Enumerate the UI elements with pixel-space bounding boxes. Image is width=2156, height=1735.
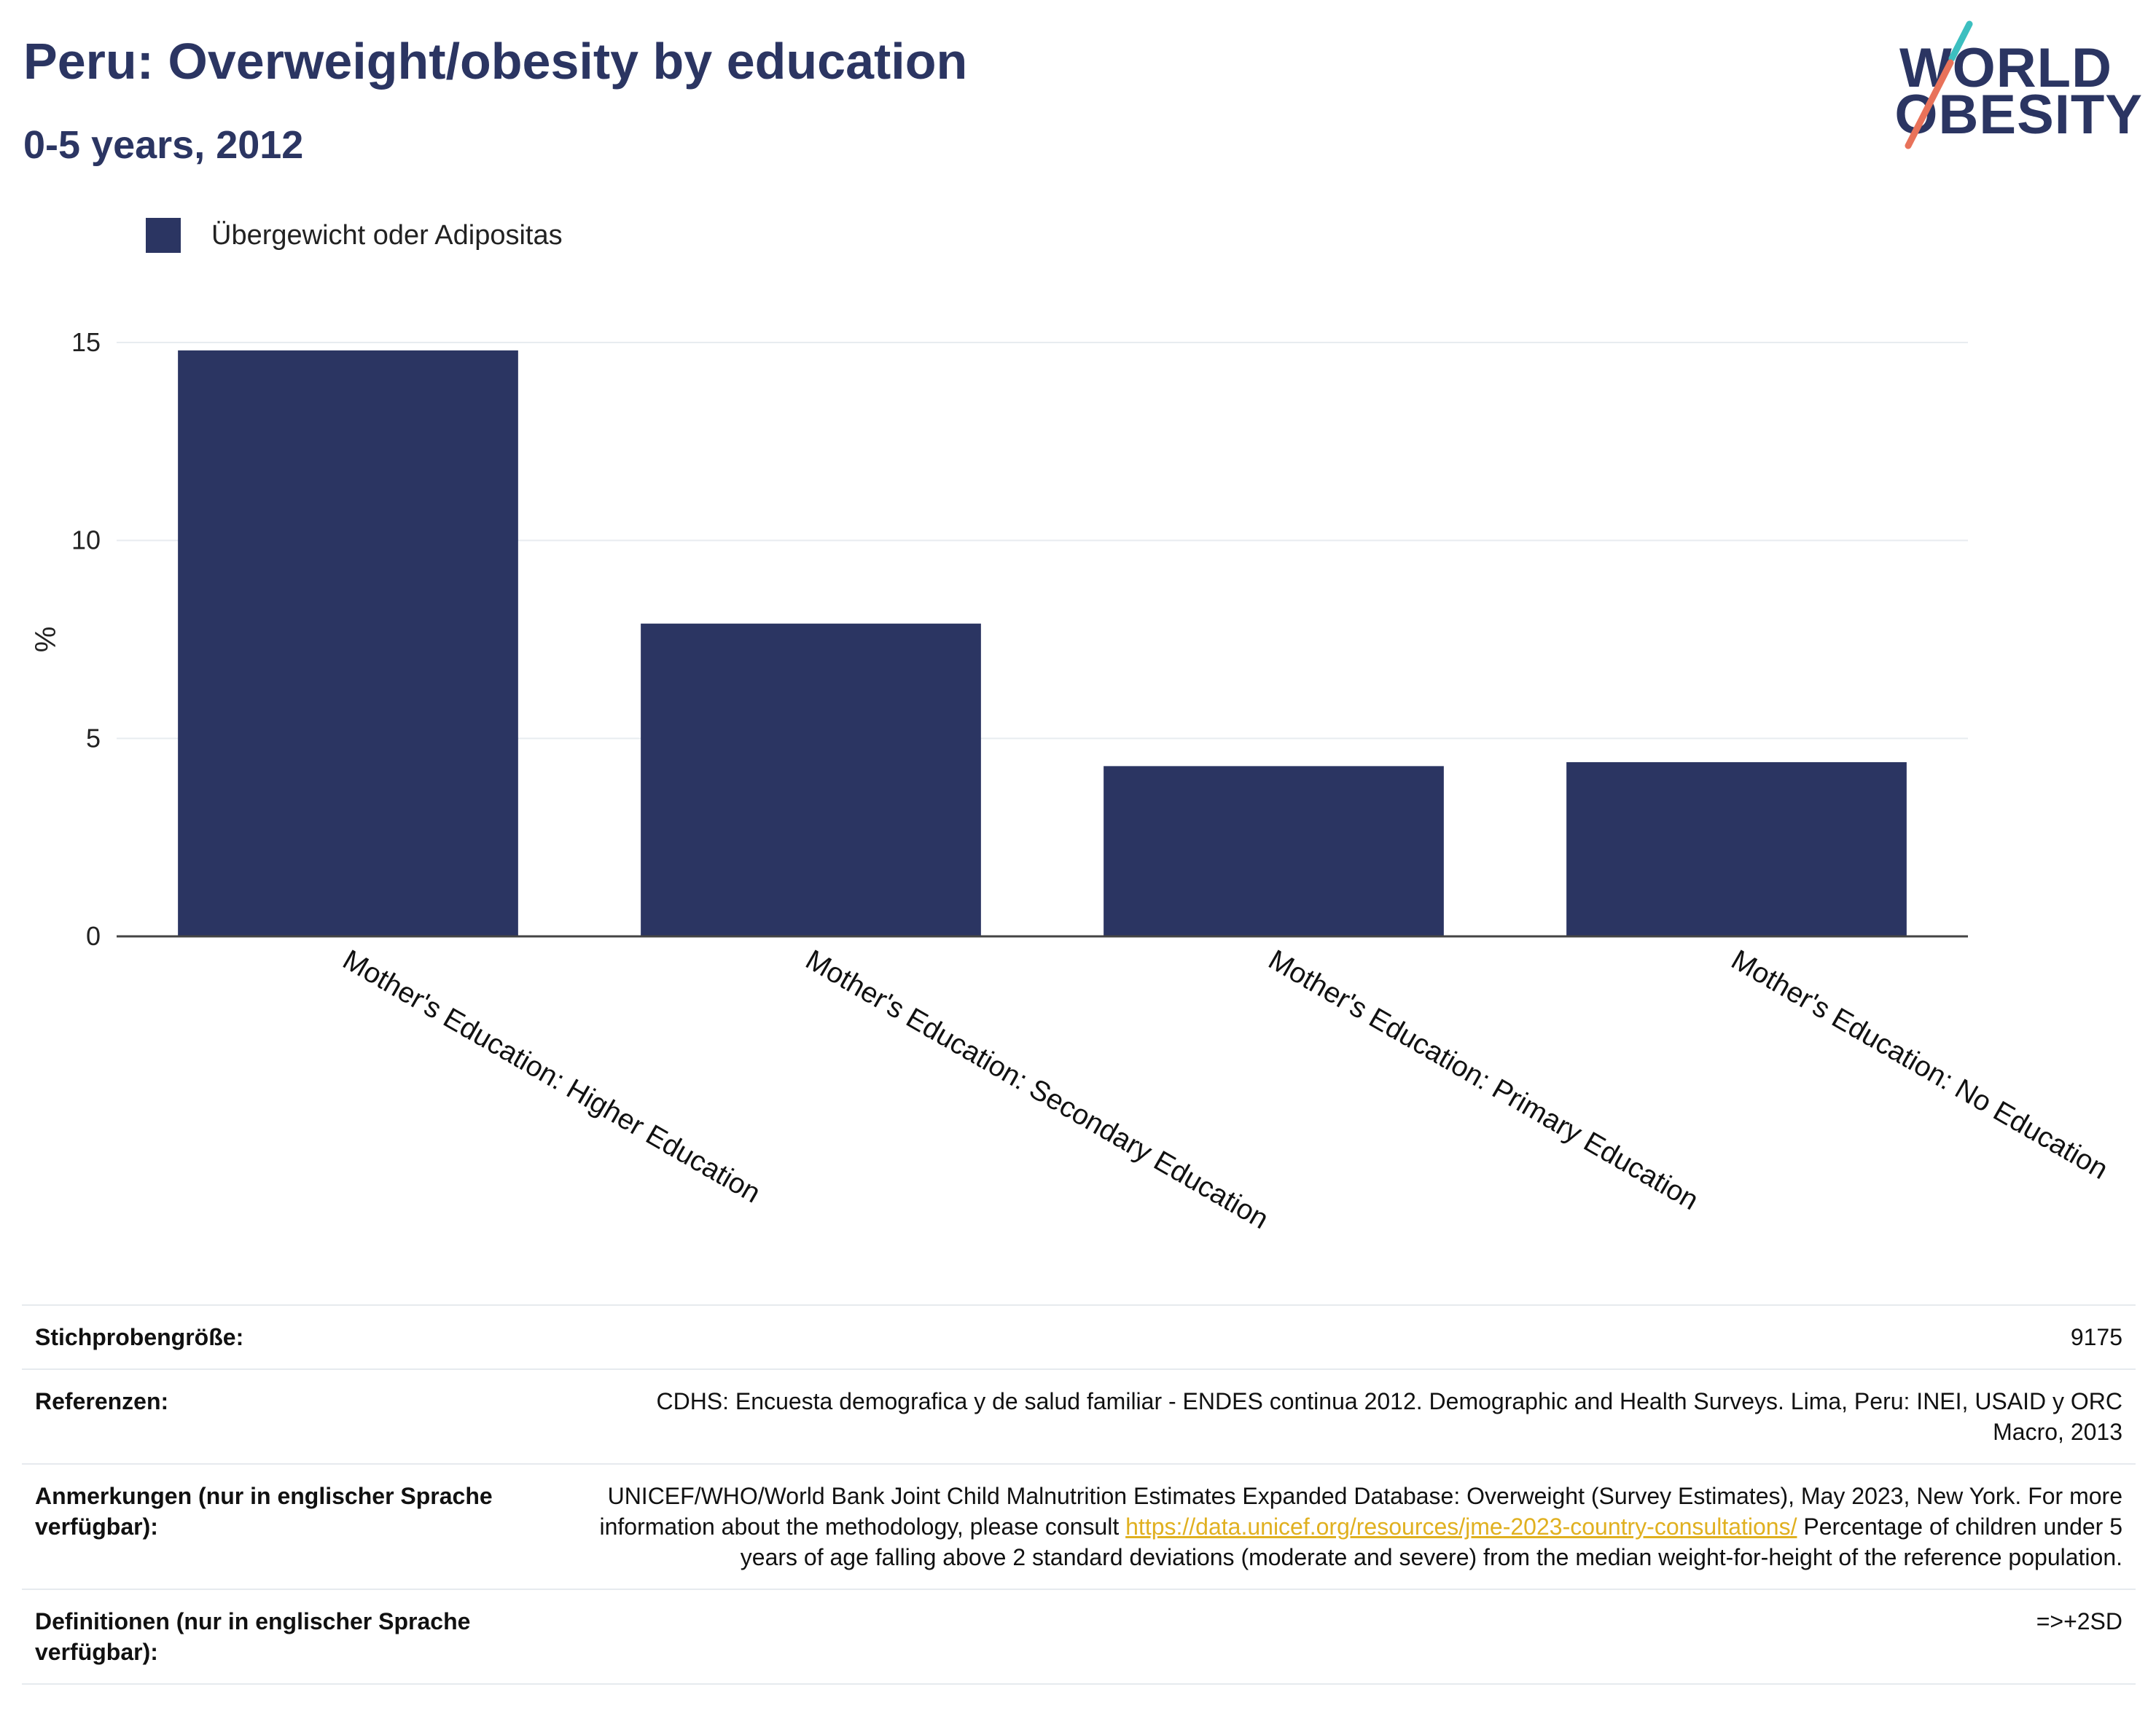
info-row-notes: Anmerkungen (nur in englischer Sprache v… xyxy=(22,1463,2136,1589)
info-row-sample-size: Stichprobengröße: 9175 xyxy=(22,1304,2136,1369)
chart-legend[interactable]: Übergewicht oder Adipositas xyxy=(146,216,563,254)
bars xyxy=(178,350,1907,936)
logo-slash-icon xyxy=(1905,20,1973,149)
info-value-notes: UNICEF/WHO/World Bank Joint Child Malnut… xyxy=(573,1463,2136,1589)
x-category-label: Mother's Education: No Education xyxy=(1726,944,2113,1186)
y-tick-label: 0 xyxy=(86,921,101,951)
legend-swatch xyxy=(146,218,181,253)
world-obesity-logo: WORLD OBESITY xyxy=(1894,20,2143,159)
bar[interactable] xyxy=(641,623,981,936)
bar[interactable] xyxy=(178,350,518,936)
info-table: Stichprobengröße: 9175 Referenzen: CDHS:… xyxy=(22,1304,2136,1685)
info-key-notes: Anmerkungen (nur in englischer Sprache v… xyxy=(22,1463,573,1589)
info-value-references: CDHS: Encuesta demografica y de salud fa… xyxy=(573,1368,2136,1464)
notes-text-before: UNICEF/WHO/World Bank Joint Child Malnut… xyxy=(599,1483,2122,1540)
legend-label: Übergewicht oder Adipositas xyxy=(211,219,563,251)
x-category-label: Mother's Education: Higher Education xyxy=(337,944,765,1210)
y-tick-label: 10 xyxy=(71,525,101,555)
page-subtitle: 0-5 years, 2012 xyxy=(23,123,304,167)
bar-chart: 0 5 10 15 Mother's Education: Higher Educati… xyxy=(30,327,2113,1236)
info-row-definitions: Definitionen (nur in englischer Sprache … xyxy=(22,1589,2136,1685)
info-value-definitions: =>+2SD xyxy=(573,1589,2136,1685)
x-category-label: Mother's Education: Primary Education xyxy=(1263,944,1703,1217)
info-row-references: Referenzen: CDHS: Encuesta demografica y… xyxy=(22,1368,2136,1464)
page-title: Peru: Overweight/obesity by education xyxy=(23,33,968,90)
x-category-label: Mother's Education: Secondary Education xyxy=(800,944,1273,1236)
y-axis-title: % xyxy=(30,627,62,653)
notes-text-after: Percentage of children under 5 years of … xyxy=(740,1513,2122,1570)
bar[interactable] xyxy=(1566,761,1907,936)
info-value-sample-size: 9175 xyxy=(573,1304,2136,1369)
y-tick-label: 15 xyxy=(71,327,101,357)
info-key-definitions: Definitionen (nur in englischer Sprache … xyxy=(22,1589,573,1685)
unicef-methodology-link[interactable]: https://data.unicef.org/resources/jme-20… xyxy=(1125,1513,1797,1540)
info-key-references: Referenzen: xyxy=(22,1368,573,1464)
y-tick-label: 5 xyxy=(86,723,101,753)
info-key-sample-size: Stichprobengröße: xyxy=(22,1304,573,1369)
bar[interactable] xyxy=(1104,766,1444,936)
